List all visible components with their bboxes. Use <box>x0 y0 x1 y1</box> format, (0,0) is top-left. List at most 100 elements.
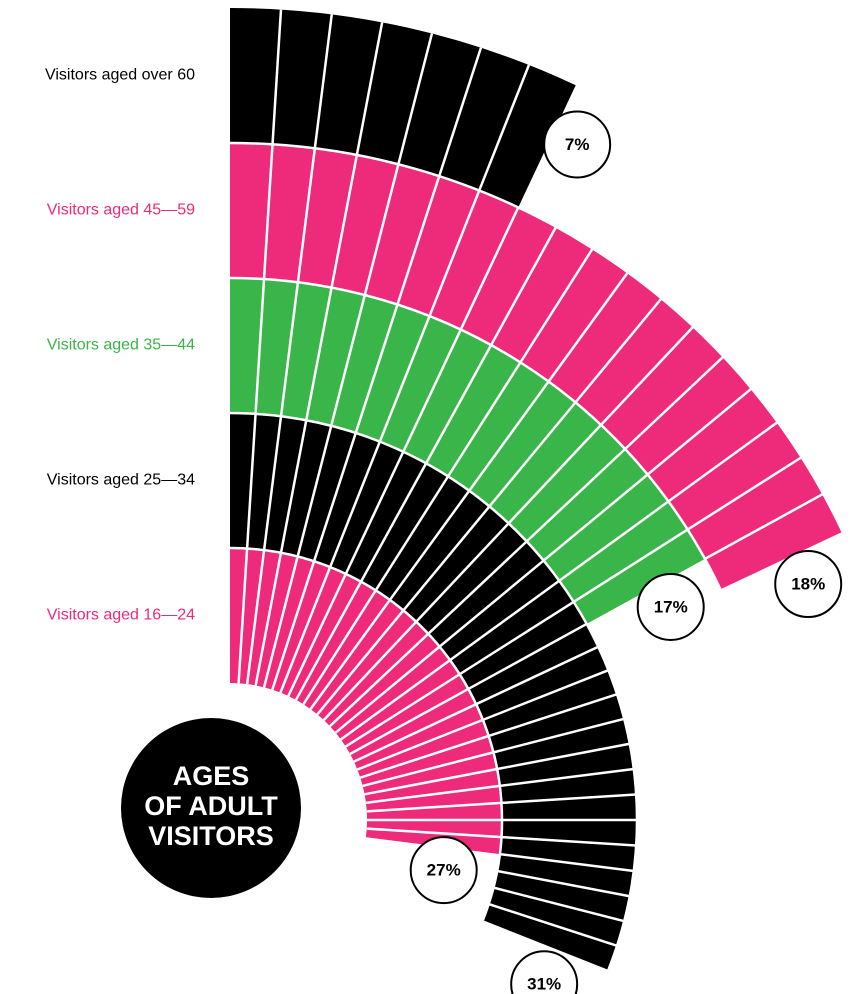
segment-divider <box>366 801 502 813</box>
segment-divider <box>397 33 434 165</box>
ring-separator <box>229 141 844 533</box>
segment-divider <box>328 441 381 568</box>
segment-divider <box>353 703 477 763</box>
segment-divider <box>279 566 332 694</box>
segment-divider <box>667 421 779 503</box>
segment-divider <box>424 344 493 464</box>
segment-divider <box>600 325 695 426</box>
segment-divider <box>467 622 588 691</box>
segment-divider <box>344 451 405 575</box>
category-label: Visitors aged 16—24 <box>47 607 195 624</box>
segment-divider <box>572 528 689 603</box>
segment-divider <box>519 247 594 364</box>
segment-divider <box>312 432 357 562</box>
segment-divider <box>447 361 522 478</box>
segment-divider <box>366 827 502 839</box>
segment-divider <box>363 163 400 296</box>
segment-divider <box>271 560 316 691</box>
ring-separator <box>229 276 722 590</box>
category-label: Visitors aged 45—59 <box>47 202 195 219</box>
segment-divider <box>294 581 363 701</box>
segment-divider <box>501 793 637 805</box>
segment-divider <box>686 456 803 531</box>
category-label: Visitors aged 25—34 <box>47 472 195 489</box>
value-badge <box>543 110 612 179</box>
segment-divider <box>624 355 725 450</box>
segment-divider <box>438 559 545 648</box>
segment-divider <box>415 522 510 623</box>
ring-separator <box>229 411 639 971</box>
segment-divider <box>507 424 602 525</box>
segment-divider <box>359 462 428 583</box>
segment-divider <box>646 387 753 476</box>
value-label: 7% <box>565 135 590 154</box>
segment-divider <box>388 489 471 601</box>
segment-divider <box>525 448 626 543</box>
value-label: 17% <box>654 597 688 616</box>
segment-divider <box>345 673 461 748</box>
segment-divider <box>313 14 334 149</box>
segment-divider <box>279 419 308 554</box>
segment-divider <box>354 304 399 434</box>
segment-divider <box>302 589 377 705</box>
segment-divider <box>496 869 631 898</box>
segment-divider <box>237 548 249 684</box>
segment-divider <box>482 669 609 722</box>
segment-divider <box>254 552 283 686</box>
segment-divider <box>262 556 299 688</box>
segment-divider <box>287 573 347 697</box>
segment-divider <box>378 315 431 443</box>
ring-bar <box>230 8 576 208</box>
segment-divider <box>493 886 625 923</box>
value-label: 18% <box>791 575 825 594</box>
segment-divider <box>499 852 634 873</box>
segment-divider <box>316 609 405 716</box>
segment-divider <box>355 22 384 156</box>
segment-divider <box>349 687 469 756</box>
segment-divider <box>501 835 637 847</box>
segment-divider <box>271 9 283 145</box>
segment-divider <box>262 144 274 280</box>
segment-divider <box>459 206 520 331</box>
chart-title: VISITORS <box>148 821 274 851</box>
ring-bar <box>230 278 705 624</box>
segment-divider <box>330 294 367 427</box>
segment-divider <box>428 190 481 317</box>
segment-divider <box>296 148 317 283</box>
segment-divider <box>488 401 577 508</box>
value-badge <box>774 550 843 619</box>
segment-divider <box>364 767 498 796</box>
segment-divider <box>402 505 491 612</box>
category-label: Visitors aged over 60 <box>45 67 195 84</box>
segment-divider <box>490 226 558 346</box>
segment-divider <box>396 175 441 305</box>
segment-divider <box>488 902 618 947</box>
segment-divider <box>493 717 625 754</box>
segment-divider <box>558 500 670 582</box>
segment-divider <box>359 734 490 779</box>
segment-divider <box>704 492 824 560</box>
value-badge <box>636 572 705 641</box>
segment-divider <box>329 632 430 728</box>
segment-divider <box>365 784 501 805</box>
segment-divider <box>279 282 300 417</box>
title-disc <box>121 718 301 898</box>
segment-divider <box>488 693 618 738</box>
segment-divider <box>496 742 631 771</box>
segment-divider <box>427 540 528 635</box>
segment-divider <box>458 600 575 676</box>
category-label: Visitors aged 35—44 <box>47 337 195 354</box>
segment-divider <box>296 425 333 557</box>
value-badge <box>409 836 478 905</box>
ring-bar <box>230 143 843 590</box>
segment-divider <box>322 620 418 721</box>
segment-divider <box>334 645 441 734</box>
segment-divider <box>449 579 561 662</box>
segment-divider <box>475 645 599 706</box>
segment-divider <box>547 271 629 383</box>
segment-divider <box>478 64 531 192</box>
segment-divider <box>309 599 391 710</box>
segment-divider <box>356 718 484 771</box>
segment-divider <box>362 751 494 788</box>
